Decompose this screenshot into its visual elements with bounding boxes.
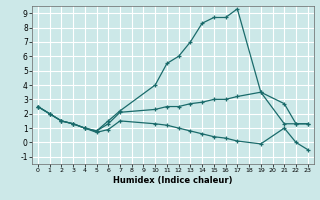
- X-axis label: Humidex (Indice chaleur): Humidex (Indice chaleur): [113, 176, 233, 185]
